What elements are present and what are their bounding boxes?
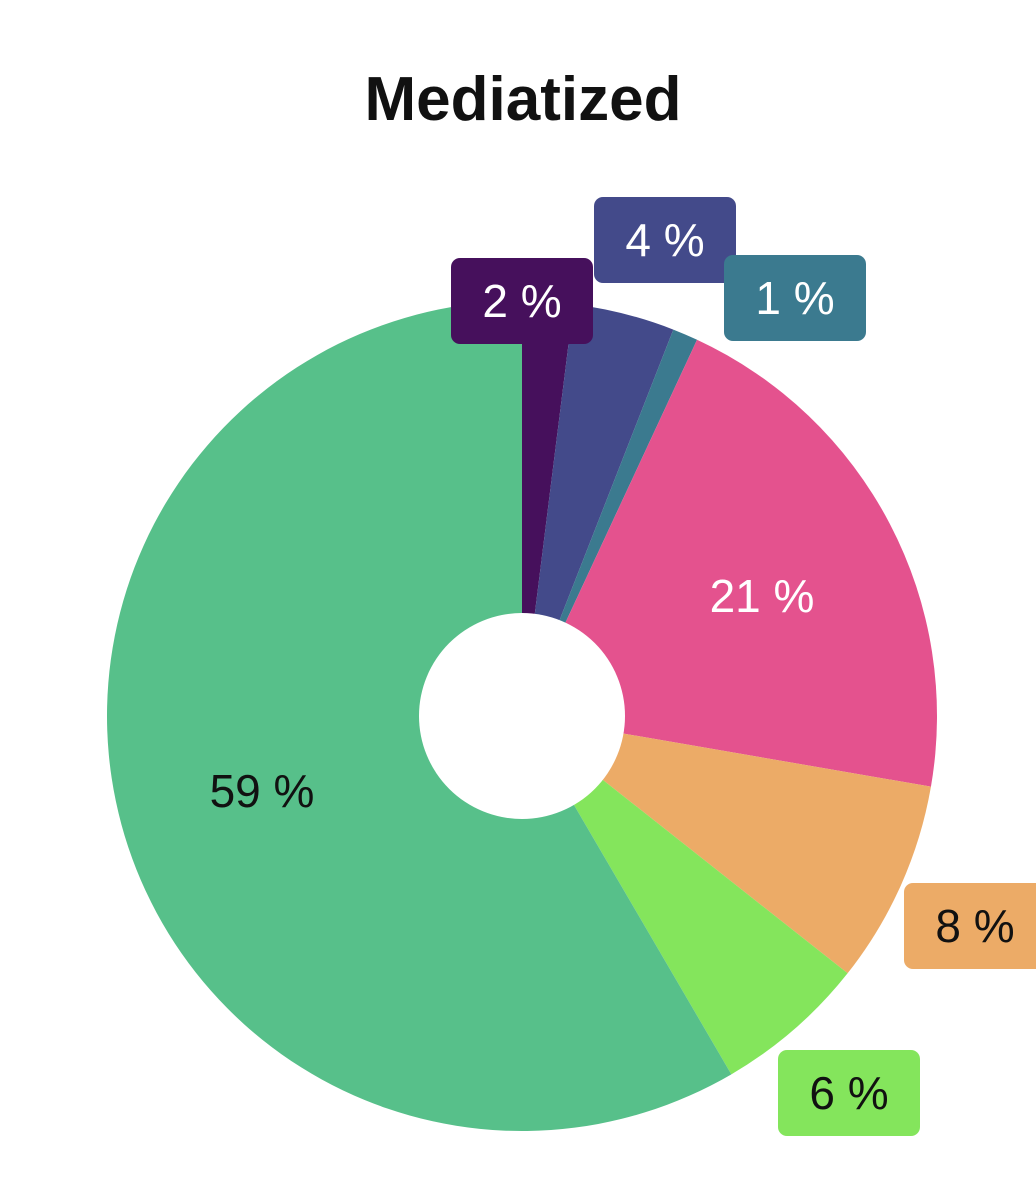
donut-hole <box>419 613 625 819</box>
pie-slice-3 <box>522 329 698 716</box>
slice-label-3: 1 % <box>755 272 834 324</box>
slice-label-background-1 <box>451 258 593 344</box>
slice-label-1: 2 % <box>482 275 561 327</box>
labels-layer: 2 % 4 % 1 % 21 % 8 % 6 % 59 % <box>210 197 1036 1136</box>
slice-label-box-1: 2 % <box>451 258 593 344</box>
slice-label-background-2 <box>594 197 736 283</box>
slice-label-box-5: 8 % <box>904 883 1036 969</box>
slice-label-box-3: 1 % <box>724 255 866 341</box>
slice-label-box-6: 6 % <box>778 1050 920 1136</box>
slice-label-background-3 <box>724 255 866 341</box>
pie-slice-2 <box>522 304 674 716</box>
slice-label-6: 6 % <box>809 1067 888 1119</box>
slice-label-4: 21 % <box>710 570 815 622</box>
pie-slice-6 <box>522 716 848 1075</box>
slice-label-2: 4 % <box>625 214 704 266</box>
pie-slice-5 <box>522 716 931 974</box>
slice-label-5: 8 % <box>935 900 1014 952</box>
pie-slice-1 <box>522 301 574 716</box>
slice-label-background-6 <box>778 1050 920 1136</box>
slice-label-box-2: 4 % <box>594 197 736 283</box>
slice-label-7: 59 % <box>210 765 315 817</box>
slice-label-background-5 <box>904 883 1036 969</box>
pie-slice-4 <box>522 339 938 787</box>
chart-title: Mediatized <box>364 65 682 134</box>
